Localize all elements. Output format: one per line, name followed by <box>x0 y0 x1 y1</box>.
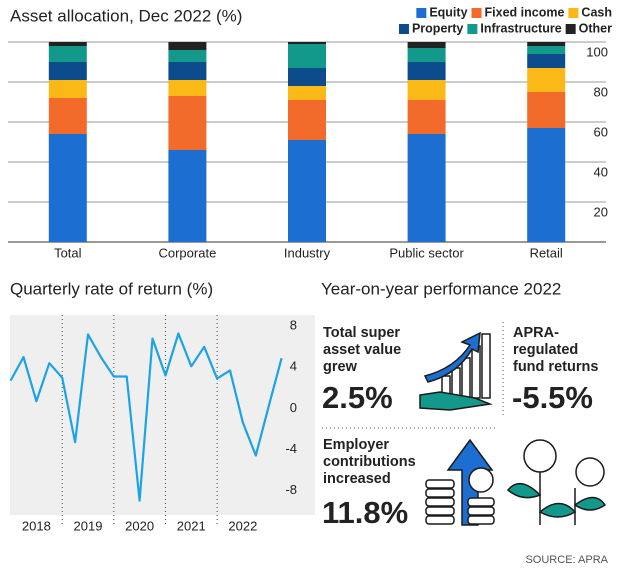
stat-label: contributions <box>323 454 416 470</box>
legend-label: Equity <box>429 5 467 19</box>
legend-label: Other <box>579 21 612 35</box>
growth-icon <box>419 331 493 411</box>
bar-segment <box>288 68 326 86</box>
x-tick-label: 2022 <box>228 518 257 533</box>
stat-label: Total super <box>323 325 400 341</box>
x-tick-label: 2021 <box>177 518 206 533</box>
x-tick-label: 2020 <box>125 518 154 533</box>
stat-label: APRA- <box>513 325 559 341</box>
bar-segment <box>48 62 87 80</box>
stat-label: fund returns <box>513 359 598 375</box>
coins-icon <box>425 438 495 526</box>
bar-segment <box>48 42 87 46</box>
bar-segment <box>407 80 446 100</box>
y-tick-label: 40 <box>594 164 608 179</box>
legend-label: Infrastructure <box>480 21 561 35</box>
legend-swatch <box>565 24 576 34</box>
bar-segment <box>168 50 207 62</box>
bar-segment <box>168 150 207 242</box>
x-tick-label: Retail <box>530 245 563 260</box>
legend-swatch <box>467 24 478 34</box>
stat-label: Employer <box>323 437 389 453</box>
bar-segment <box>527 92 566 128</box>
bar-segment <box>407 134 446 242</box>
stat-label: regulated <box>513 342 578 358</box>
line <box>9 332 283 502</box>
plant-icon <box>506 439 607 525</box>
y-tick-label: 20 <box>594 204 608 219</box>
legend-swatch <box>416 8 427 18</box>
bar-segment <box>288 86 326 100</box>
bar-segment <box>407 42 446 48</box>
x-tick-label: Industry <box>284 245 331 260</box>
bar-segment <box>527 128 566 242</box>
y-tick-label: 100 <box>586 44 608 59</box>
legend-label: Fixed income <box>485 5 565 19</box>
stat-label: grew <box>323 359 358 375</box>
bar-segment <box>168 62 207 80</box>
bar-segment <box>288 44 326 68</box>
legend-swatch <box>568 8 579 18</box>
bar-segment <box>168 80 207 96</box>
y-tick-label: 80 <box>594 84 608 99</box>
chart-title: Quarterly rate of return (%) <box>10 279 213 298</box>
x-tick-label: 2018 <box>22 518 51 533</box>
bar-segment <box>48 46 87 62</box>
x-tick-label: 2019 <box>74 518 103 533</box>
bar-segment <box>407 62 446 80</box>
legend-label: Cash <box>581 5 612 19</box>
chart-title: Asset allocation, Dec 2022 (%) <box>10 6 242 25</box>
bar-segment <box>168 42 207 50</box>
bar-segment <box>48 134 87 242</box>
y-tick-label: -8 <box>285 482 297 497</box>
bar-segment <box>288 42 326 44</box>
bar-segment <box>288 100 326 140</box>
stat-value: 2.5% <box>322 380 393 415</box>
y-tick-label: 0 <box>290 400 297 415</box>
bar-segment <box>527 42 566 46</box>
bar-segment <box>288 140 326 242</box>
stat-label: asset value <box>323 342 401 358</box>
x-tick-label: Total <box>54 245 82 260</box>
bar-segment <box>407 48 446 62</box>
bar-segment <box>48 98 87 134</box>
legend-swatch <box>471 8 482 18</box>
source: SOURCE: APRA <box>525 554 608 566</box>
bar-segment <box>527 68 566 92</box>
stat-value: -5.5% <box>512 380 593 415</box>
stat-label: increased <box>323 471 391 487</box>
stat-value: 11.8% <box>322 495 408 530</box>
y-tick-label: 8 <box>290 318 297 333</box>
plot-background <box>10 315 315 515</box>
bar-segment <box>527 54 566 68</box>
y-tick-label: -4 <box>285 441 297 456</box>
panel-title: Year-on-year performance 2022 <box>321 279 561 298</box>
y-tick-label: 60 <box>594 124 608 139</box>
bar-segment <box>168 96 207 150</box>
legend-label: Property <box>412 21 463 35</box>
x-tick-label: Public sector <box>389 245 464 260</box>
bar-segment <box>48 80 87 98</box>
bar-segment <box>407 100 446 134</box>
legend-swatch <box>398 24 409 34</box>
x-tick-label: Corporate <box>158 245 216 260</box>
bar-segment <box>527 46 566 54</box>
y-tick-label: 4 <box>290 359 297 374</box>
